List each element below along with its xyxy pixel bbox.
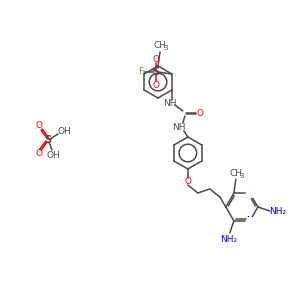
Text: NH₂: NH₂ (269, 208, 286, 217)
Text: 3: 3 (164, 46, 168, 52)
Text: CH: CH (154, 41, 166, 50)
Text: CH: CH (230, 169, 242, 178)
Text: O: O (152, 80, 159, 89)
Text: OH: OH (57, 127, 71, 136)
Text: NH: NH (172, 122, 186, 131)
Text: S: S (44, 135, 52, 145)
Text: N: N (247, 189, 253, 198)
Text: NH₂: NH₂ (220, 236, 237, 244)
Text: O: O (196, 109, 203, 118)
Text: O: O (184, 178, 191, 187)
Text: O: O (35, 122, 43, 130)
Text: OH: OH (46, 152, 60, 160)
Text: 3: 3 (240, 172, 244, 178)
Text: O: O (152, 56, 159, 64)
Text: F: F (138, 68, 143, 76)
Text: N: N (247, 216, 253, 225)
Text: NH: NH (163, 98, 177, 107)
Text: S: S (152, 67, 159, 77)
Text: O: O (35, 149, 43, 158)
